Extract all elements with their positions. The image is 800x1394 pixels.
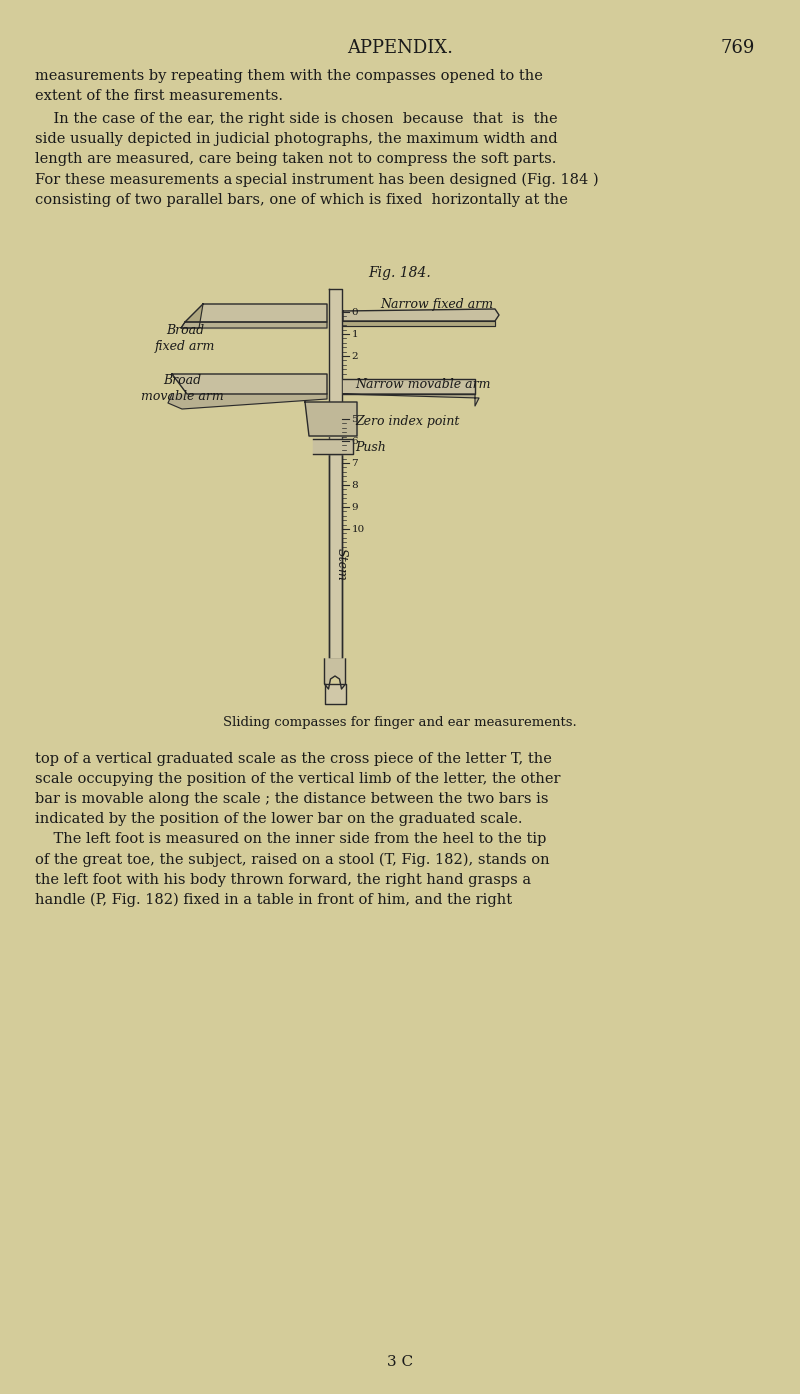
Polygon shape [181,304,203,328]
Polygon shape [305,401,357,436]
Text: 0: 0 [351,308,358,316]
Polygon shape [325,659,346,689]
Text: 769: 769 [721,39,755,57]
Text: 10: 10 [351,524,365,534]
Polygon shape [181,322,327,328]
Text: 7: 7 [351,459,358,467]
Polygon shape [343,309,499,321]
Text: Narrow fixed arm: Narrow fixed arm [380,297,493,311]
Text: top of a vertical graduated scale as the cross piece of the letter T, the
scale : top of a vertical graduated scale as the… [35,751,561,827]
Text: In the case of the ear, the right side is chosen  because  that  is  the
side us: In the case of the ear, the right side i… [35,112,598,206]
Text: Broad
movable arm: Broad movable arm [141,374,223,403]
Text: 2: 2 [351,351,358,361]
Text: 9: 9 [351,502,358,512]
Text: measurements by repeating them with the compasses opened to the
extent of the fi: measurements by repeating them with the … [35,68,543,103]
Text: 1: 1 [351,329,358,339]
Polygon shape [313,439,353,454]
Text: Narrow movable arm: Narrow movable arm [355,378,490,390]
Polygon shape [343,395,479,406]
Polygon shape [343,379,475,395]
Text: 8: 8 [351,481,358,489]
Text: 3 C: 3 C [387,1355,413,1369]
Polygon shape [168,395,327,408]
Text: Broad
fixed arm: Broad fixed arm [155,323,215,353]
Polygon shape [343,321,495,326]
Polygon shape [329,454,342,659]
Text: Fig. 184.: Fig. 184. [369,266,431,280]
Polygon shape [172,374,327,395]
Text: APPENDIX.: APPENDIX. [347,39,453,57]
Text: 5: 5 [351,414,358,424]
Text: 6: 6 [351,436,358,446]
Text: Push: Push [355,441,386,453]
Text: The left foot is measured on the inner side from the heel to the tip
of the grea: The left foot is measured on the inner s… [35,832,550,907]
Text: Sliding compasses for finger and ear measurements.: Sliding compasses for finger and ear mea… [223,717,577,729]
Text: Stem: Stem [334,548,347,580]
Text: Zero index point: Zero index point [355,414,459,428]
Polygon shape [329,289,342,659]
Polygon shape [325,684,346,704]
Polygon shape [185,304,327,322]
